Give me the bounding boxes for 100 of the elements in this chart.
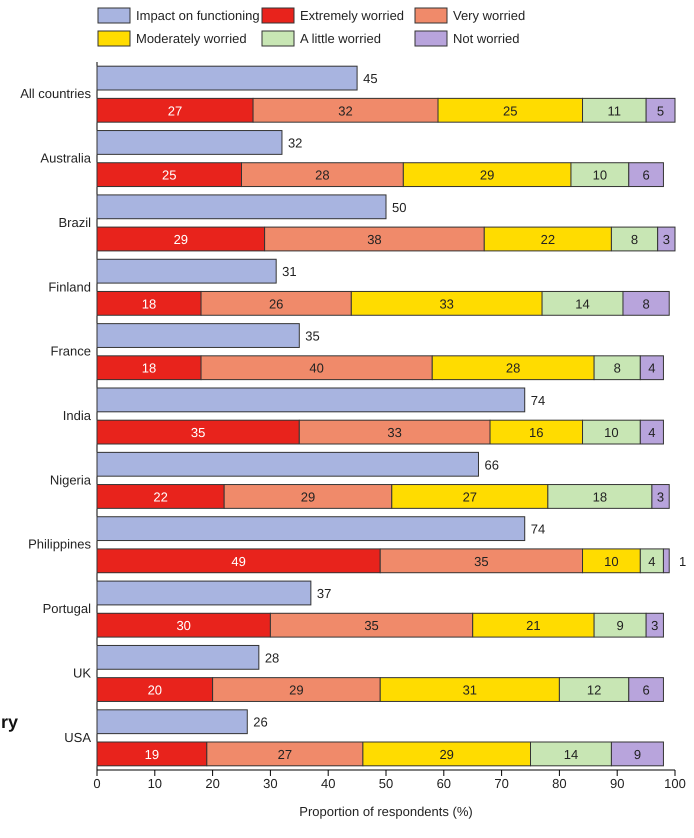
data-label: 3 — [656, 489, 664, 504]
data-label: 8 — [630, 232, 638, 247]
x-tick-label: 90 — [610, 776, 624, 792]
data-label: 45 — [363, 71, 378, 86]
data-label: 18 — [142, 360, 156, 376]
data-label: 49 — [231, 554, 246, 569]
bar — [96, 644, 260, 670]
y-tick-label: Australia — [40, 150, 92, 166]
y-tick-label: Portugal — [42, 601, 92, 616]
data-label: 21 — [526, 618, 541, 634]
data-label: 12 — [586, 682, 602, 698]
data-label: 19 — [144, 746, 160, 762]
data-label: 37 — [316, 586, 332, 601]
data-label: 14 — [564, 746, 578, 762]
x-tick-label: 40 — [320, 776, 336, 792]
bar — [96, 66, 358, 90]
data-label: 10 — [604, 425, 619, 440]
data-label: 28 — [506, 360, 520, 376]
data-label: 29 — [289, 682, 304, 698]
y-tick-label: Nigeria — [50, 472, 92, 488]
data-label: 29 — [439, 746, 454, 762]
data-label: 8 — [642, 296, 650, 312]
x-tick-label: 70 — [494, 776, 509, 792]
data-label: 10 — [592, 168, 608, 183]
data-label: 50 — [392, 200, 406, 215]
bar — [96, 388, 526, 412]
data-label: 35 — [305, 328, 320, 344]
data-label: 35 — [364, 618, 379, 634]
data-label: 9 — [616, 618, 624, 634]
data-label: 4 — [648, 554, 656, 569]
y-tick-label: Brazil — [58, 214, 92, 230]
data-label: 3 — [651, 618, 658, 634]
bar — [96, 580, 312, 606]
data-label: 27 — [168, 103, 182, 118]
y-tick-label: UK — [72, 665, 92, 680]
y-tick-label: Philippines — [28, 536, 92, 552]
data-label: 29 — [300, 489, 316, 504]
data-label: 25 — [503, 103, 518, 118]
bar — [96, 258, 277, 284]
data-label: 32 — [338, 103, 353, 118]
bar — [96, 452, 479, 477]
data-label: 6 — [642, 682, 650, 698]
data-label: 27 — [462, 489, 478, 504]
x-tick-label: 80 — [552, 776, 567, 792]
x-tick-label: 100 — [664, 776, 686, 792]
data-label: 26 — [268, 296, 284, 312]
data-label: 20 — [148, 682, 162, 698]
data-label: 6 — [642, 168, 650, 183]
legend-label: Not worried — [453, 31, 520, 46]
data-label: 38 — [367, 232, 382, 247]
data-label: 10 — [604, 554, 619, 569]
data-label: 22 — [153, 489, 168, 504]
data-label: 5 — [656, 103, 664, 118]
y-tick-label: All countries — [20, 86, 92, 102]
bar — [96, 516, 526, 542]
bar — [96, 194, 386, 220]
bar — [96, 323, 300, 348]
bar — [96, 709, 248, 734]
x-tick-label: 60 — [436, 776, 452, 792]
data-label: 22 — [540, 232, 556, 247]
data-label: 33 — [387, 425, 402, 440]
legend-label: Impact on functioning — [136, 8, 260, 23]
data-label: 18 — [592, 489, 608, 504]
data-label: 1 — [679, 554, 686, 569]
data-label: 33 — [439, 296, 454, 312]
data-label: 31 — [462, 682, 478, 698]
legend-label: A little worried — [300, 31, 381, 46]
data-label: 32 — [288, 135, 302, 150]
legend-label: Extremely worried — [300, 8, 404, 23]
data-label: 30 — [176, 618, 191, 634]
data-label: 29 — [480, 168, 494, 183]
data-label: 3 — [662, 232, 670, 247]
data-label: 40 — [309, 360, 324, 376]
y-tick-label: USA — [64, 730, 92, 745]
data-label: 27 — [278, 746, 292, 762]
data-label: 14 — [575, 296, 590, 312]
data-label: 9 — [634, 746, 642, 762]
data-label: 25 — [162, 168, 176, 183]
data-label: 16 — [529, 425, 544, 440]
bar — [96, 130, 282, 155]
legend-label: Very worried — [453, 8, 526, 23]
data-label: 28 — [264, 650, 280, 666]
x-tick-label: 20 — [205, 776, 220, 792]
data-label: 31 — [282, 264, 297, 280]
data-label: 26 — [253, 714, 268, 730]
x-tick-label: 0 — [93, 776, 101, 792]
legend-label: Moderately worried — [136, 31, 247, 46]
data-label: 66 — [484, 457, 499, 472]
data-label: 4 — [648, 360, 656, 376]
data-label: 8 — [614, 360, 621, 376]
y-tick-label: Finland — [48, 279, 91, 294]
x-tick-label: 10 — [148, 776, 162, 792]
x-tick-label: 30 — [263, 776, 278, 792]
data-label: 11 — [608, 103, 622, 118]
data-label: 74 — [530, 392, 546, 408]
data-label: 74 — [530, 522, 546, 537]
y-tick-label: India — [62, 408, 92, 423]
data-label: 28 — [315, 168, 330, 183]
data-label: 29 — [174, 232, 188, 247]
data-label: 35 — [190, 425, 206, 440]
